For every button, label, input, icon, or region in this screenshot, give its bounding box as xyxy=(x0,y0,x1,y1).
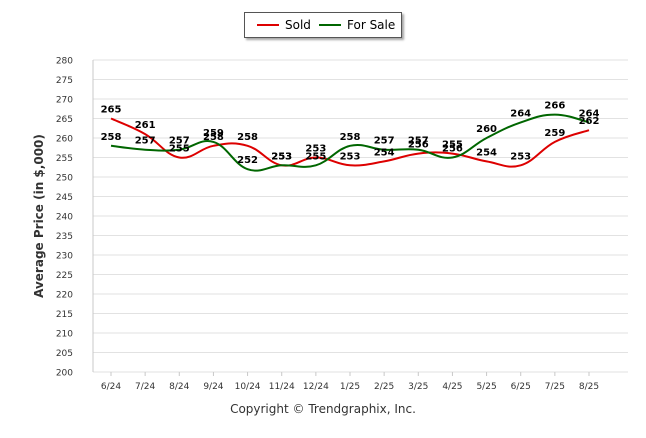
data-label-for-sale-12: 264 xyxy=(510,108,531,119)
data-label-for-sale-1: 257 xyxy=(135,136,156,147)
legend-item-sold: Sold xyxy=(257,18,311,32)
data-label-for-sale-11: 260 xyxy=(476,124,497,135)
legend: Sold For Sale xyxy=(244,12,402,38)
x-tick-label-6: 12/24 xyxy=(303,382,329,392)
data-label-sold-3: 258 xyxy=(203,132,224,143)
data-label-sold-13: 259 xyxy=(544,128,565,139)
data-label-sold-11: 254 xyxy=(476,147,497,158)
data-label-sold-10: 255 xyxy=(442,140,463,151)
data-label-sold-1: 261 xyxy=(135,120,156,131)
x-tick-label-14: 8/25 xyxy=(579,382,599,392)
y-tick-label-260: 260 xyxy=(56,135,73,145)
y-tick-label-240: 240 xyxy=(56,213,73,223)
y-tick-label-255: 255 xyxy=(56,154,73,164)
data-label-for-sale-4: 252 xyxy=(237,155,258,166)
legend-label-for-sale: For Sale xyxy=(347,18,396,32)
data-label-sold-7: 253 xyxy=(340,151,361,162)
series-line-sold xyxy=(110,117,590,168)
y-tick-label-245: 245 xyxy=(56,193,73,203)
data-label-for-sale-9: 257 xyxy=(408,136,429,147)
data-label-sold-9: 256 xyxy=(408,140,429,151)
y-tick-label-230: 230 xyxy=(56,252,73,262)
legend-swatch-for-sale xyxy=(319,24,341,26)
data-label-for-sale-13: 266 xyxy=(544,101,565,112)
y-tick-label-210: 210 xyxy=(56,330,73,340)
y-tick-label-265: 265 xyxy=(56,115,73,125)
x-tick-label-9: 3/25 xyxy=(408,382,428,392)
data-label-for-sale-14: 264 xyxy=(579,108,600,119)
y-axis-label: Average Price (in $,000) xyxy=(32,134,46,298)
data-label-for-sale-3: 259 xyxy=(203,128,224,139)
data-label-sold-14: 262 xyxy=(579,116,600,127)
x-tick-label-10: 4/25 xyxy=(442,382,462,392)
data-label-for-sale-10: 256 xyxy=(442,144,463,155)
data-label-sold-8: 254 xyxy=(374,147,395,158)
y-tick-label-225: 225 xyxy=(56,271,73,281)
x-tick-label-4: 10/24 xyxy=(235,382,261,392)
y-tick-label-280: 280 xyxy=(56,57,73,67)
x-tick-label-7: 1/25 xyxy=(340,382,360,392)
x-tick-label-2: 8/24 xyxy=(169,382,189,392)
data-label-for-sale-5: 253 xyxy=(271,151,292,162)
data-label-sold-12: 253 xyxy=(510,151,531,162)
y-tick-label-220: 220 xyxy=(56,291,73,301)
data-label-for-sale-2: 257 xyxy=(169,136,190,147)
x-tick-label-5: 11/24 xyxy=(269,382,295,392)
data-label-sold-6: 253 xyxy=(305,144,326,155)
y-tick-label-200: 200 xyxy=(56,369,73,379)
data-label-for-sale-7: 258 xyxy=(340,132,361,143)
legend-label-sold: Sold xyxy=(285,18,311,32)
x-tick-label-12: 6/25 xyxy=(511,382,531,392)
data-label-sold-0: 265 xyxy=(101,105,122,116)
y-tick-label-250: 250 xyxy=(56,174,73,184)
x-tick-label-13: 7/25 xyxy=(545,382,565,392)
copyright-text: Copyright © Trendgraphix, Inc. xyxy=(230,402,416,416)
legend-swatch-sold xyxy=(257,24,279,26)
data-label-for-sale-6: 255 xyxy=(305,151,326,162)
data-label-sold-5: 253 xyxy=(271,151,292,162)
x-tick-label-1: 7/24 xyxy=(135,382,155,392)
x-tick-label-0: 6/24 xyxy=(101,382,121,392)
series-line-for-sale xyxy=(110,113,590,172)
legend-item-for-sale: For Sale xyxy=(319,18,395,32)
y-tick-label-275: 275 xyxy=(56,76,73,86)
x-tick-label-3: 9/24 xyxy=(203,382,223,392)
data-label-sold-2: 255 xyxy=(169,144,190,155)
data-label-sold-4: 258 xyxy=(237,132,258,143)
x-tick-label-8: 2/25 xyxy=(374,382,394,392)
y-tick-label-270: 270 xyxy=(56,96,73,106)
y-tick-label-215: 215 xyxy=(56,310,73,320)
data-label-for-sale-0: 258 xyxy=(101,132,122,143)
x-tick-label-11: 5/25 xyxy=(476,382,496,392)
data-label-for-sale-8: 257 xyxy=(374,136,395,147)
y-tick-label-205: 205 xyxy=(56,349,73,359)
y-tick-label-235: 235 xyxy=(56,232,73,242)
